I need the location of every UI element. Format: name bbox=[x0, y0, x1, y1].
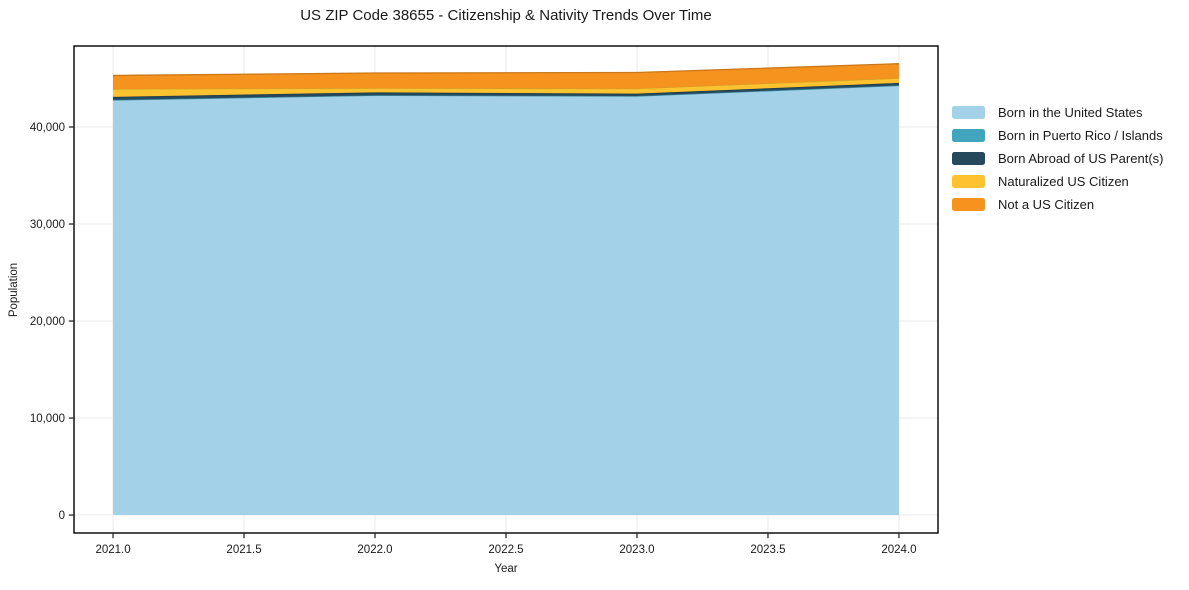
legend-label: Born in Puerto Rico / Islands bbox=[998, 128, 1163, 143]
x-tick-label: 2022.0 bbox=[357, 544, 392, 556]
legend-label: Born in the United States bbox=[998, 105, 1143, 120]
legend-swatch-born-abroad bbox=[952, 152, 985, 165]
legend-item: Born in the United States bbox=[952, 105, 1163, 120]
chart-title: US ZIP Code 38655 - Citizenship & Nativi… bbox=[300, 7, 712, 24]
y-tick-label: 40,000 bbox=[30, 122, 65, 134]
legend-label: Born Abroad of US Parent(s) bbox=[998, 151, 1164, 166]
area-series-0 bbox=[113, 85, 899, 516]
legend-item: Naturalized US Citizen bbox=[952, 174, 1163, 189]
x-tick-label: 2023.0 bbox=[619, 544, 654, 556]
y-tick-label: 0 bbox=[59, 510, 65, 522]
plot-frame bbox=[73, 45, 939, 534]
x-tick-label: 2022.5 bbox=[488, 544, 523, 556]
legend-swatch-puerto-rico bbox=[952, 129, 985, 142]
x-axis-label: Year bbox=[494, 563, 518, 575]
area-edge-series-4 bbox=[113, 63, 899, 77]
legend-swatch-born-in-us bbox=[952, 106, 985, 119]
x-tick-label: 2023.5 bbox=[750, 544, 785, 556]
y-tick-label: 30,000 bbox=[30, 219, 65, 231]
y-tick-label: 10,000 bbox=[30, 413, 65, 425]
area-series-4 bbox=[113, 63, 899, 89]
legend-label: Not a US Citizen bbox=[998, 197, 1095, 212]
legend-swatch-naturalized bbox=[952, 175, 985, 188]
legend: Born in the United States Born in Puerto… bbox=[952, 105, 1163, 212]
legend-item: Not a US Citizen bbox=[952, 197, 1163, 212]
legend-swatch-not-citizen bbox=[952, 198, 985, 211]
y-tick-label: 20,000 bbox=[30, 316, 65, 328]
y-axis-label: Population bbox=[8, 262, 20, 318]
x-tick-label: 2024.0 bbox=[881, 544, 916, 556]
x-tick-label: 2021.5 bbox=[226, 544, 261, 556]
area-series-3 bbox=[113, 78, 899, 97]
x-tick-label: 2021.0 bbox=[95, 544, 130, 556]
legend-label: Naturalized US Citizen bbox=[998, 174, 1129, 189]
legend-item: Born Abroad of US Parent(s) bbox=[952, 151, 1163, 166]
area-series-2 bbox=[113, 82, 899, 100]
legend-item: Born in Puerto Rico / Islands bbox=[952, 128, 1163, 143]
